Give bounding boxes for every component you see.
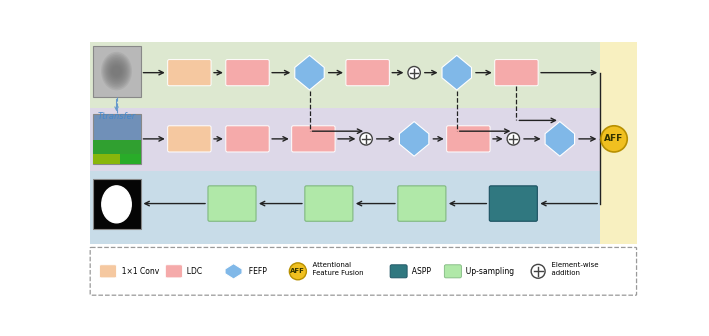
Bar [90,108,602,174]
FancyBboxPatch shape [225,59,269,86]
Ellipse shape [104,56,128,86]
FancyBboxPatch shape [167,59,211,86]
Ellipse shape [107,59,126,83]
FancyBboxPatch shape [291,126,335,152]
Circle shape [408,67,420,79]
Ellipse shape [106,58,128,84]
Bar [90,171,602,244]
Text: Attentional
  Feature Fusion: Attentional Feature Fusion [308,262,364,276]
Ellipse shape [102,53,131,89]
Text: Element-wise
  addition: Element-wise addition [547,262,598,276]
Polygon shape [399,122,429,156]
FancyBboxPatch shape [305,186,353,221]
FancyBboxPatch shape [489,186,537,221]
Bar [92,154,120,164]
FancyBboxPatch shape [447,126,490,152]
Ellipse shape [109,62,124,80]
Text: Ttransfer: Ttransfer [97,112,135,121]
Text: AFF: AFF [291,268,306,274]
Text: 1×1 Conv: 1×1 Conv [116,267,159,276]
Bar [92,46,140,96]
Bar [600,42,637,244]
Bar [92,179,140,229]
FancyBboxPatch shape [165,265,182,278]
FancyBboxPatch shape [167,126,211,152]
Bar [92,154,140,164]
Bar [92,114,140,164]
Ellipse shape [111,66,121,77]
Polygon shape [545,122,574,156]
Circle shape [531,264,545,278]
Circle shape [507,133,520,145]
Text: FEFP: FEFP [244,267,267,276]
Polygon shape [442,55,471,90]
FancyBboxPatch shape [99,265,116,278]
Ellipse shape [101,52,132,90]
Circle shape [289,263,306,280]
Text: Up-sampling: Up-sampling [462,267,515,276]
Circle shape [601,126,627,152]
Polygon shape [295,55,324,90]
FancyBboxPatch shape [445,265,462,278]
FancyBboxPatch shape [90,247,637,295]
Bar [90,42,602,167]
Text: ASPP: ASPP [407,267,431,276]
FancyBboxPatch shape [225,126,269,152]
Text: AFF: AFF [605,134,624,143]
Text: LDC: LDC [182,267,203,276]
FancyBboxPatch shape [398,186,446,221]
Polygon shape [225,264,242,279]
FancyBboxPatch shape [390,265,407,278]
Ellipse shape [104,55,130,87]
FancyBboxPatch shape [495,59,538,86]
Ellipse shape [111,64,123,78]
Bar [92,140,140,164]
FancyBboxPatch shape [208,186,256,221]
FancyBboxPatch shape [346,59,389,86]
Circle shape [360,133,372,145]
Ellipse shape [108,61,125,81]
Ellipse shape [102,186,131,223]
